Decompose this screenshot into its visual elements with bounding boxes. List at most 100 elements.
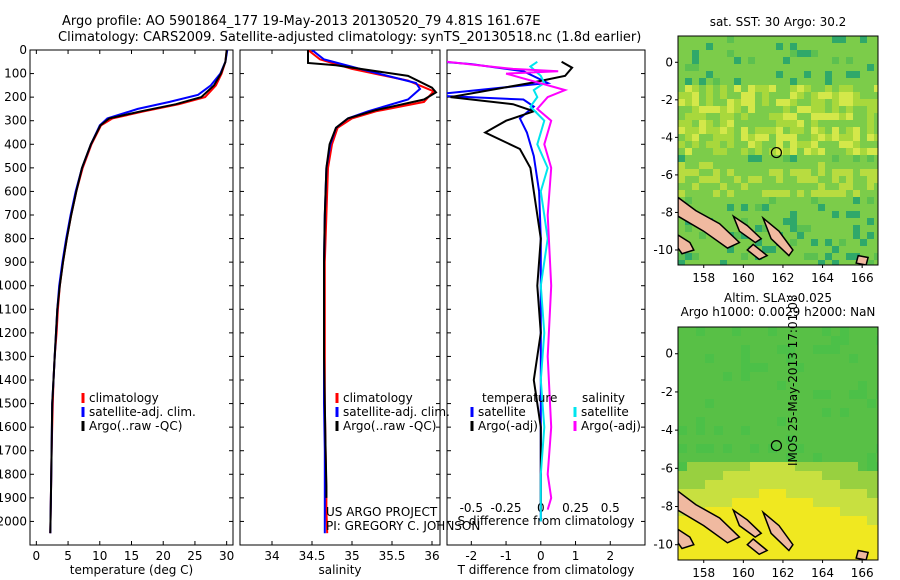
map-cell [768, 462, 777, 471]
y-tick-label: 1500 [0, 397, 27, 411]
map-cell [750, 471, 759, 480]
map-cell [748, 92, 755, 99]
map-cell [786, 345, 795, 354]
map-cell [685, 134, 692, 141]
map-cell [720, 92, 727, 99]
map-cell [813, 525, 822, 534]
map-cell [769, 169, 776, 176]
map-cell [858, 543, 867, 552]
map-cell [705, 480, 714, 489]
map-cell [687, 480, 696, 489]
map-cell [813, 507, 822, 516]
map-cell [685, 253, 692, 260]
map-cell [741, 218, 748, 225]
map-cell [811, 106, 818, 113]
map-cell [692, 127, 699, 134]
map-cell [818, 169, 825, 176]
map-cell [811, 113, 818, 120]
map-cell [818, 260, 825, 265]
map-cell [839, 134, 846, 141]
map-cell [741, 471, 750, 480]
map-cell [692, 64, 699, 71]
map-cell [849, 480, 858, 489]
map-cell [705, 552, 714, 560]
map-cell [783, 155, 790, 162]
map-cell [768, 489, 777, 498]
map-cell [776, 127, 783, 134]
map-cell [804, 176, 811, 183]
map-cell [714, 507, 723, 516]
map-cell [678, 127, 685, 134]
map-cell [813, 543, 822, 552]
map-cell [840, 327, 849, 336]
map-cell [867, 127, 874, 134]
map-cell [822, 543, 831, 552]
map-cell [750, 534, 759, 543]
map-cell [685, 197, 692, 204]
series-line-S-argo [447, 60, 569, 510]
map-cell [818, 190, 825, 197]
map-cell [846, 169, 853, 176]
map-cell [783, 148, 790, 155]
map-cell [732, 480, 741, 489]
map-cell [696, 417, 705, 426]
x-tick-label-bottom: 0 [537, 549, 545, 563]
map-cell [696, 525, 705, 534]
map-cell [867, 489, 876, 498]
x-axis-label: temperature (deg C) [70, 563, 193, 577]
map-cell [795, 552, 804, 560]
map-cell [755, 134, 762, 141]
map-cell [713, 106, 720, 113]
map-y-tick-label: -10 [653, 538, 673, 552]
map-cell [825, 253, 832, 260]
map-cell [734, 99, 741, 106]
map-cell [795, 525, 804, 534]
map-cell [874, 176, 878, 183]
map-y-tick-label: 0 [665, 55, 673, 69]
map-cell [678, 155, 685, 162]
map-cell [795, 489, 804, 498]
map-cell [762, 127, 769, 134]
map-cell [795, 534, 804, 543]
map-cell [831, 516, 840, 525]
y-tick-label: 100 [4, 67, 27, 81]
map-cell [832, 134, 839, 141]
map-cell [811, 99, 818, 106]
map-cell [853, 92, 860, 99]
map-cell [678, 120, 685, 127]
map-cell [768, 498, 777, 507]
map-cell [825, 190, 832, 197]
map-cell [832, 176, 839, 183]
map-cell [795, 480, 804, 489]
map-cell [755, 127, 762, 134]
map-cell [713, 134, 720, 141]
map-cell [831, 480, 840, 489]
map-cell [734, 57, 741, 64]
map-cell [678, 525, 687, 534]
map-cell [825, 92, 832, 99]
map-cell [795, 507, 804, 516]
map-cell [804, 525, 813, 534]
map-cell [832, 211, 839, 218]
map-cell [762, 92, 769, 99]
map-x-tick-label: 166 [851, 566, 874, 580]
map-cell [860, 99, 867, 106]
map-cell [811, 127, 818, 134]
map-cell [831, 534, 840, 543]
map-cell [853, 155, 860, 162]
map-cell [727, 204, 734, 211]
map-cell [804, 50, 811, 57]
map-cell [832, 57, 839, 64]
map-cell [776, 141, 783, 148]
x-tick-label-bottom: 2 [606, 549, 614, 563]
map-cell [832, 106, 839, 113]
map-cell [734, 78, 741, 85]
map-x-tick-label: 158 [692, 271, 715, 285]
map-x-tick-label: 160 [732, 566, 755, 580]
map-cell [696, 534, 705, 543]
map-cell [768, 471, 777, 480]
map-cell [685, 113, 692, 120]
y-tick-label: 0 [19, 43, 27, 57]
map-cell [876, 390, 878, 399]
